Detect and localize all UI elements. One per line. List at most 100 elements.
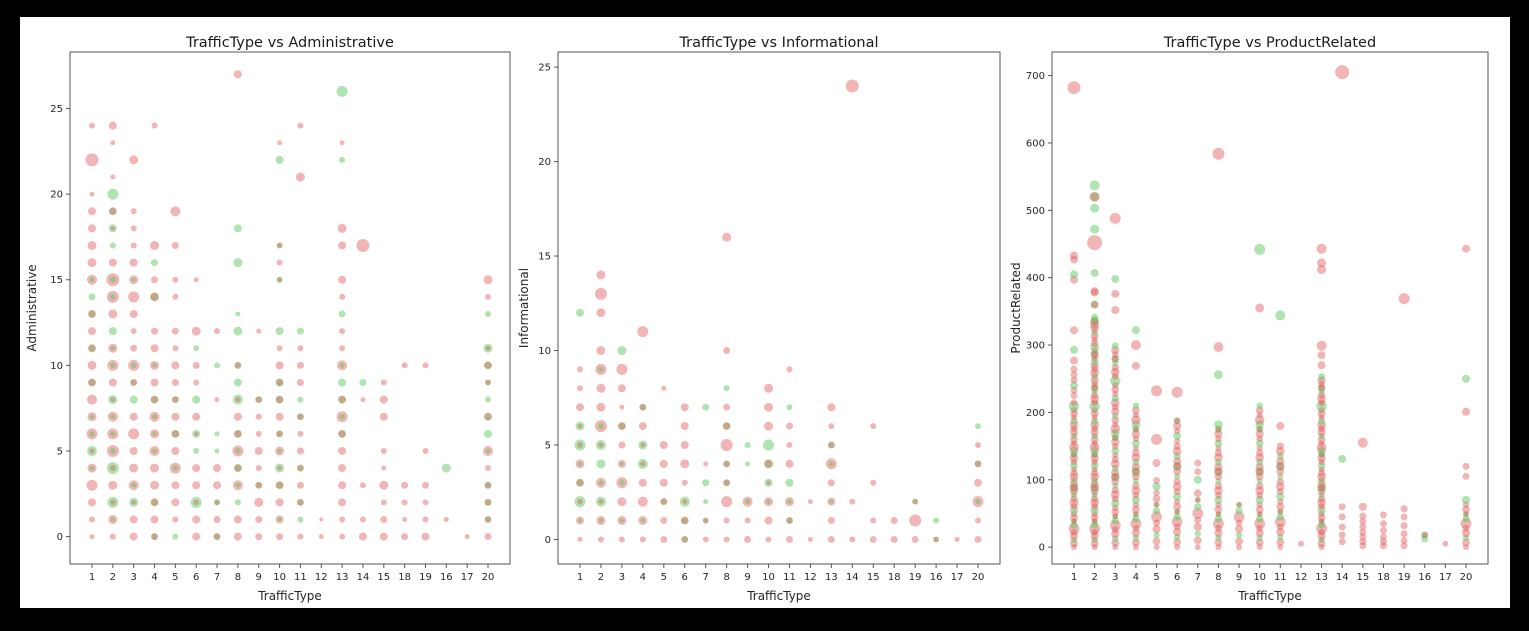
data-point [681, 479, 688, 486]
data-point [358, 532, 367, 541]
data-point [235, 397, 241, 403]
data-point [379, 532, 388, 541]
data-point [1359, 533, 1367, 541]
data-point [1338, 531, 1346, 539]
data-point [619, 404, 625, 410]
data-point [275, 327, 284, 336]
data-point [1173, 427, 1181, 435]
data-point [275, 481, 284, 489]
data-point [1462, 524, 1470, 532]
data-point [577, 385, 583, 392]
y-tick-label: 5 [545, 440, 551, 451]
x-tick-label: 18 [888, 572, 901, 583]
data-point [275, 155, 284, 164]
data-point [297, 413, 304, 420]
data-point [484, 481, 492, 489]
data-point [150, 395, 159, 404]
data-point [1317, 483, 1326, 493]
data-point [1277, 509, 1284, 515]
data-point [1151, 511, 1162, 523]
data-point [786, 517, 793, 524]
data-point [721, 496, 733, 508]
data-point [234, 430, 242, 438]
data-point [1194, 516, 1202, 524]
data-point [1235, 537, 1243, 545]
data-point [1276, 502, 1285, 511]
data-point [233, 412, 242, 421]
data-point [108, 224, 117, 233]
data-point [785, 535, 793, 543]
data-point [276, 533, 284, 541]
chart2-yaxis-label: Informational [517, 268, 531, 348]
data-point [192, 395, 201, 404]
data-point [277, 517, 282, 522]
data-point [234, 362, 242, 369]
data-point [421, 481, 429, 489]
data-point [1070, 513, 1078, 522]
data-point [744, 535, 752, 543]
data-point [484, 516, 492, 523]
data-point [89, 277, 95, 283]
data-point [129, 309, 138, 318]
data-point [1318, 384, 1326, 392]
x-tick-label: 5 [1153, 572, 1159, 583]
y-tick-label: 25 [538, 63, 551, 74]
data-point [338, 481, 347, 490]
data-point [483, 275, 493, 285]
data-point [682, 499, 688, 505]
data-point [1089, 401, 1100, 412]
data-point [107, 188, 119, 200]
data-point [150, 498, 159, 506]
data-point [1090, 324, 1099, 333]
data-point [1174, 473, 1181, 480]
chart3-title: TrafficType vs ProductRelated [1163, 35, 1376, 51]
data-point [1214, 439, 1223, 448]
data-point [680, 440, 689, 449]
data-point [193, 277, 199, 283]
data-point [1070, 432, 1078, 440]
data-point [110, 226, 115, 231]
data-point [1297, 540, 1304, 547]
data-point [381, 465, 387, 471]
data-point [214, 328, 221, 335]
data-point [1151, 433, 1163, 445]
data-point [336, 85, 348, 97]
data-point [422, 447, 429, 454]
data-point [1215, 511, 1222, 518]
data-point [870, 423, 877, 430]
data-point [1214, 449, 1223, 457]
data-point [1318, 440, 1325, 447]
data-point [339, 413, 345, 420]
data-point [1359, 523, 1367, 531]
data-point [1462, 407, 1470, 416]
data-point [598, 366, 604, 373]
data-point [1132, 406, 1140, 415]
y-tick-label: 10 [50, 361, 63, 372]
data-point [577, 536, 583, 542]
data-point [1069, 446, 1079, 456]
data-point [108, 309, 118, 319]
data-point [1131, 361, 1140, 370]
data-point [619, 518, 625, 523]
data-point [1070, 365, 1078, 373]
y-tick-label: 600 [1026, 138, 1045, 149]
data-point [1379, 511, 1387, 519]
data-point [1318, 373, 1326, 381]
x-tick-label: 2 [1091, 572, 1097, 583]
data-point [109, 465, 116, 472]
data-point [171, 481, 180, 490]
data-point [680, 516, 689, 525]
data-point [1090, 368, 1099, 378]
data-point [401, 533, 409, 541]
data-point [214, 499, 221, 506]
data-point [1214, 486, 1223, 495]
data-point [1111, 508, 1120, 517]
data-point [659, 459, 668, 468]
data-point [745, 461, 751, 467]
data-point [637, 458, 648, 469]
data-point [1131, 453, 1141, 462]
data-point [485, 310, 491, 317]
data-point [192, 481, 201, 490]
data-point [1214, 538, 1223, 547]
data-point [1276, 462, 1285, 471]
